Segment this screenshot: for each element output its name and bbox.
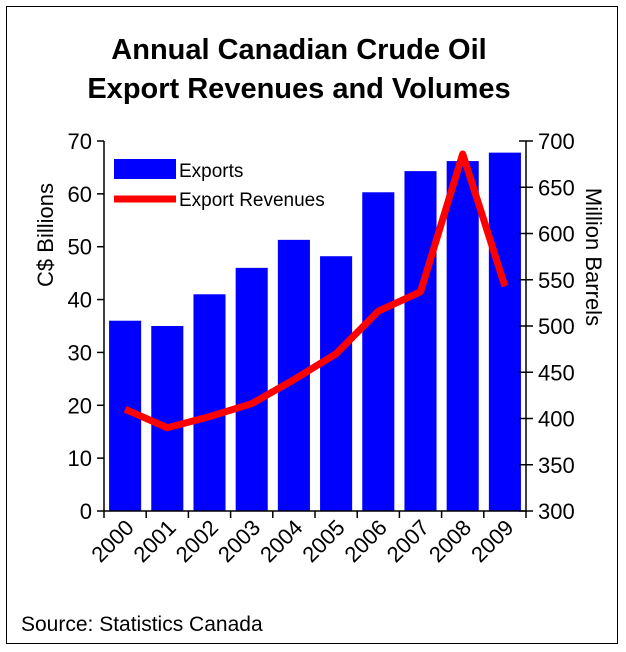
line-series-group bbox=[123, 150, 509, 432]
bar-2005 bbox=[320, 256, 353, 511]
y-left-tick-label: 50 bbox=[68, 235, 92, 260]
source-note: Source: Statistics Canada bbox=[21, 613, 263, 636]
legend-label-exports: Exports bbox=[179, 161, 243, 182]
chart-title-line-1: Annual Canadian Crude Oil bbox=[111, 34, 486, 66]
x-tick-label-2005: 2005 bbox=[297, 515, 349, 567]
y-right-tick-label: 500 bbox=[538, 314, 575, 339]
bar-series-group bbox=[109, 152, 521, 512]
y-left-tick-label: 70 bbox=[68, 129, 92, 154]
bar-2001 bbox=[151, 326, 184, 511]
y-right-tick-label: 600 bbox=[538, 222, 575, 247]
legend: Exports Export Revenues bbox=[114, 159, 325, 211]
bar-2008 bbox=[446, 161, 479, 512]
line-series-export-revenues bbox=[123, 150, 509, 432]
legend-swatch-exports bbox=[114, 159, 176, 179]
y-right-tick-label: 700 bbox=[538, 129, 575, 154]
y-right-tick-label: 300 bbox=[538, 499, 575, 524]
y-axis-left-title: C$ Billions bbox=[33, 183, 58, 287]
x-tick-label-2002: 2002 bbox=[171, 515, 223, 567]
y-left-tick-label: 0 bbox=[80, 499, 92, 524]
y-left-tick-label: 10 bbox=[68, 446, 92, 471]
chart-frame: Annual Canadian Crude Oil Export Revenue… bbox=[6, 6, 618, 644]
x-tick-label-2004: 2004 bbox=[255, 515, 307, 567]
y-right-tick-label: 650 bbox=[538, 175, 575, 200]
y-left-tick-label: 20 bbox=[68, 393, 92, 418]
y-axis-right-title: Million Barrels bbox=[581, 188, 606, 326]
x-tick-label-2006: 2006 bbox=[340, 515, 392, 567]
x-tick-label-2008: 2008 bbox=[424, 515, 476, 567]
x-tick-label-2001: 2001 bbox=[129, 515, 181, 567]
x-tick-label-2000: 2000 bbox=[86, 515, 138, 567]
y-right-tick-label: 450 bbox=[538, 360, 575, 385]
x-tick-label-2009: 2009 bbox=[466, 515, 518, 567]
chart-title-line-2: Export Revenues and Volumes bbox=[87, 73, 510, 105]
y-left-tick-label: 40 bbox=[68, 288, 92, 313]
y-right-tick-label: 400 bbox=[538, 407, 575, 432]
y-right-tick-label: 550 bbox=[538, 268, 575, 293]
bar-2006 bbox=[362, 192, 395, 511]
x-tick-label-2007: 2007 bbox=[382, 515, 434, 567]
y-left-tick-label: 30 bbox=[68, 340, 92, 365]
x-tick-label-2003: 2003 bbox=[213, 515, 265, 567]
bar-2009 bbox=[488, 152, 521, 511]
bar-2003 bbox=[235, 267, 268, 511]
y-left-tick-label: 60 bbox=[68, 182, 92, 207]
bar-2007 bbox=[404, 171, 437, 511]
legend-label-export-revenues: Export Revenues bbox=[179, 190, 325, 211]
y-right-tick-label: 350 bbox=[538, 453, 575, 478]
chart-svg: Annual Canadian Crude Oil Export Revenue… bbox=[21, 34, 606, 636]
bar-2002 bbox=[193, 294, 226, 511]
